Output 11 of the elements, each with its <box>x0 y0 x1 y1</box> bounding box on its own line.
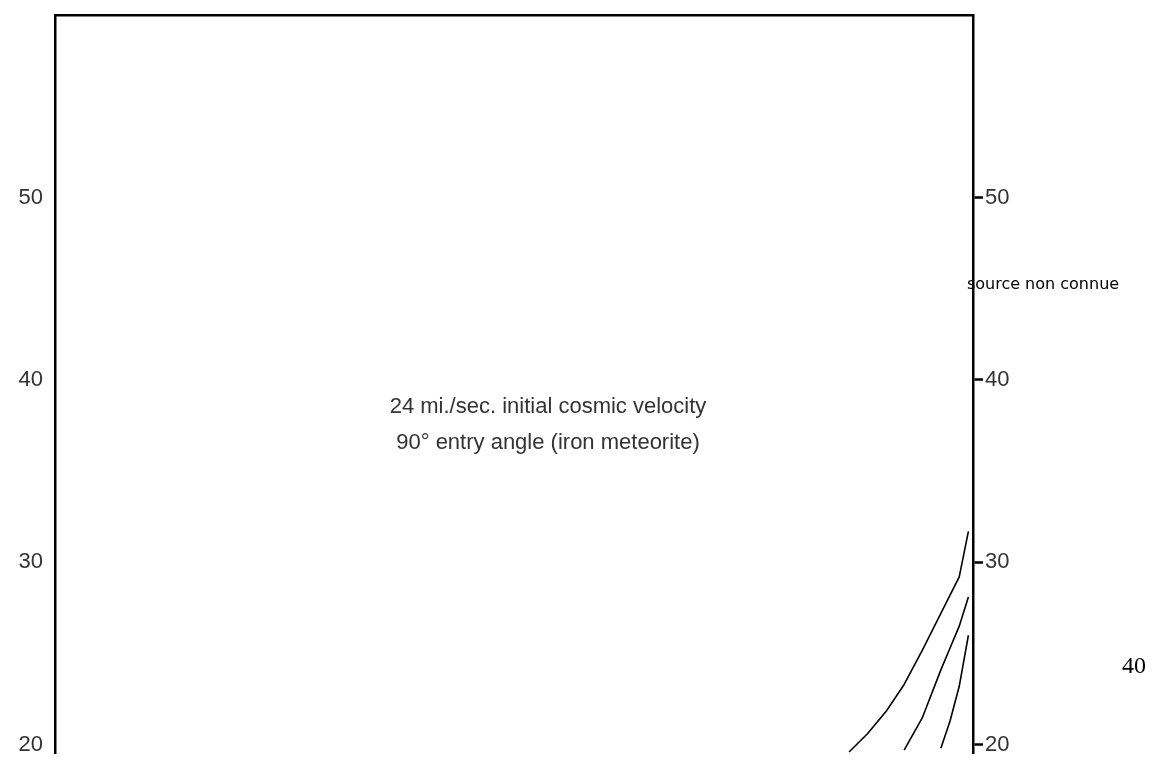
y2-tick-label: 30 <box>985 548 1010 574</box>
annotation: 24 mi./sec. initial cosmic velocity <box>389 393 707 419</box>
y2-tick-label: 40 <box>985 366 1010 391</box>
y2-tick-label: 20 <box>985 730 1010 756</box>
y-tick-label: 40 <box>18 366 43 391</box>
y-tick-label: 30 <box>18 548 43 574</box>
y2-tick-label: 50 <box>985 183 1010 209</box>
text: 40 <box>1122 652 1146 679</box>
annotation: 90° entry angle (iron meteorite) <box>396 429 700 455</box>
y-tick-label: 20 <box>18 730 43 756</box>
y-tick-label: 50 <box>18 183 43 209</box>
